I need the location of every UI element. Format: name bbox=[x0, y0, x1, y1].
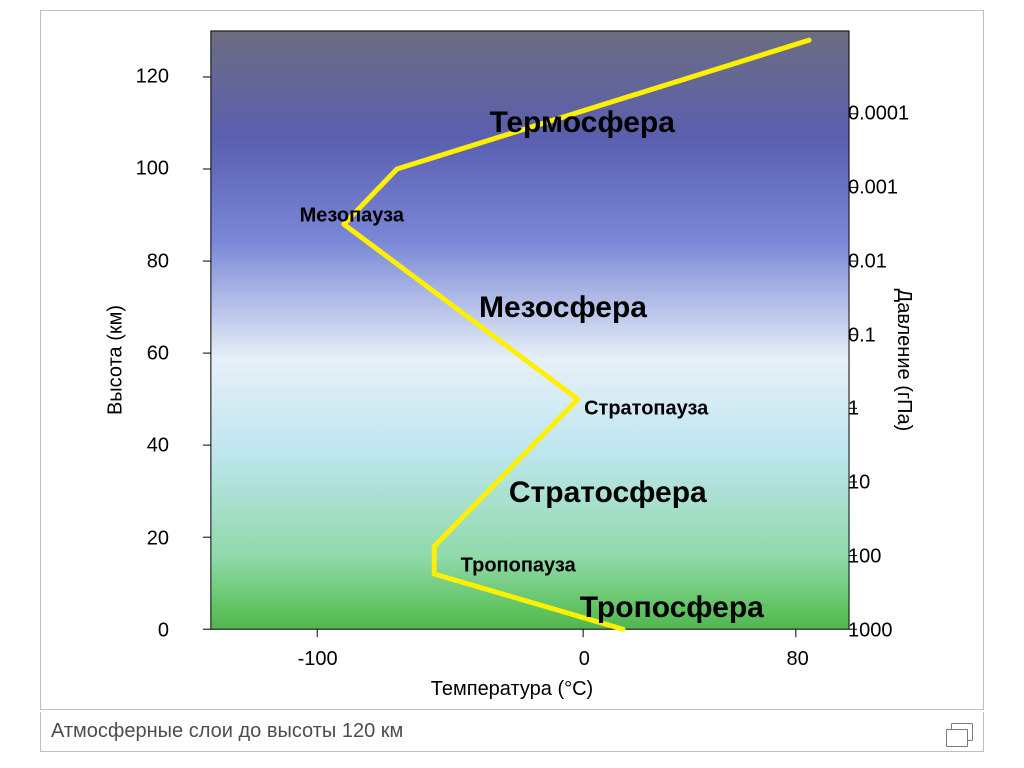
layer-label: Мезосфера bbox=[479, 291, 647, 325]
x-tick-label: 0 bbox=[579, 648, 590, 671]
y-tick-label: 60 bbox=[119, 343, 169, 366]
x-axis-label: Температура (°C) bbox=[41, 678, 983, 701]
y-tick-label: 100 bbox=[119, 158, 169, 181]
y-tick-label: 120 bbox=[119, 66, 169, 89]
x-axis-tick-marks bbox=[317, 629, 796, 637]
x-tick-label: -100 bbox=[298, 648, 338, 671]
layer-label: Термосфера bbox=[489, 106, 674, 140]
x-tick-label: 80 bbox=[787, 648, 809, 671]
caption-bar: Атмосферные слои до высоты 120 км bbox=[40, 712, 984, 752]
caption-text: Атмосферные слои до высоты 120 км bbox=[51, 720, 403, 743]
y2-tick-label: 100 bbox=[848, 546, 928, 569]
enlarge-icon[interactable] bbox=[951, 723, 973, 741]
layer-label: Мезопауза bbox=[300, 204, 404, 227]
layer-label: Тропопауза bbox=[461, 555, 576, 578]
y-axis-tick-marks bbox=[203, 77, 211, 629]
y-tick-label: 0 bbox=[119, 620, 169, 643]
y-tick-label: 20 bbox=[119, 527, 169, 550]
y2-tick-label: 10 bbox=[848, 472, 928, 495]
y2-tick-label: 1000 bbox=[848, 620, 928, 643]
y2-tick-label: 0.0001 bbox=[848, 103, 928, 126]
layer-label: Стратосфера bbox=[509, 476, 707, 510]
y2-tick-label: 1 bbox=[848, 398, 928, 421]
y2-tick-label: 0.01 bbox=[848, 250, 928, 273]
y2-tick-label: 0.001 bbox=[848, 176, 928, 199]
y-tick-label: 40 bbox=[119, 435, 169, 458]
y2-tick-label: 0.1 bbox=[848, 324, 928, 347]
layer-label: Стратопауза bbox=[584, 398, 708, 421]
y-tick-label: 80 bbox=[119, 250, 169, 273]
layer-label: Тропосфера bbox=[580, 591, 764, 625]
chart-frame: Высота (км) Давление (гПа) Температура (… bbox=[40, 10, 984, 710]
